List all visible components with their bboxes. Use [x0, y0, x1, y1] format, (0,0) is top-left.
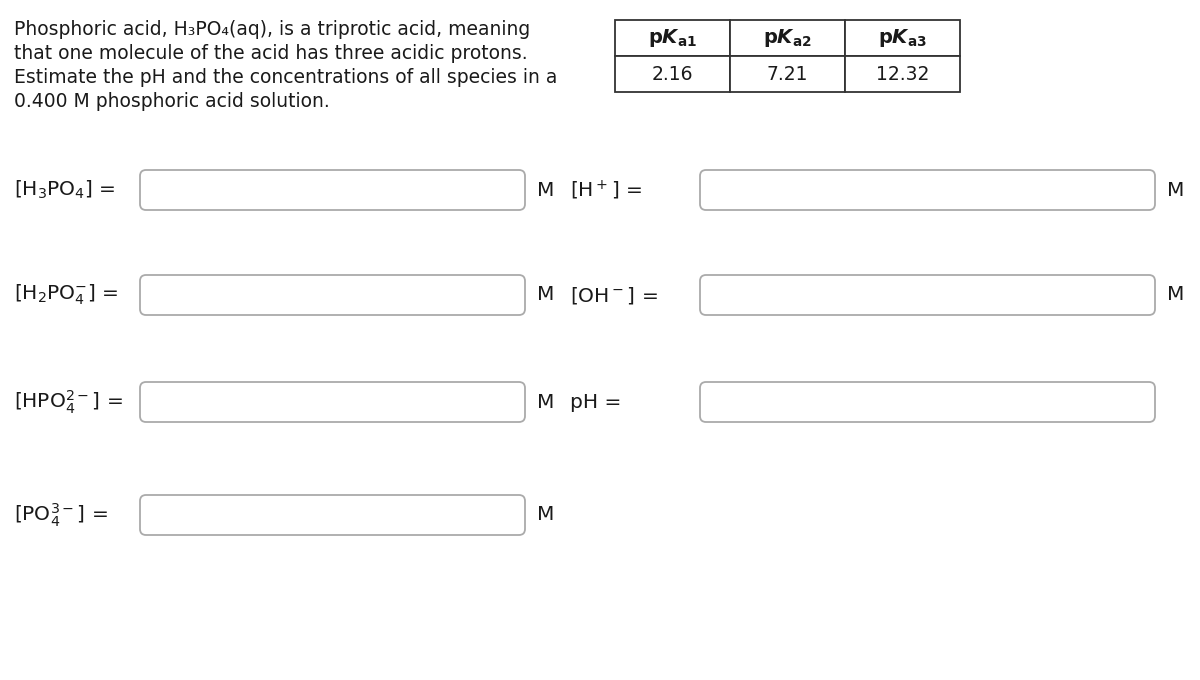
Text: $[\mathrm{OH^-}]$ =: $[\mathrm{OH^-}]$ =: [570, 284, 658, 305]
FancyBboxPatch shape: [140, 275, 526, 315]
FancyBboxPatch shape: [700, 275, 1154, 315]
FancyBboxPatch shape: [700, 170, 1154, 210]
Text: 2.16: 2.16: [652, 65, 694, 84]
Text: M: M: [1166, 180, 1184, 199]
Text: M: M: [538, 505, 554, 524]
Text: Estimate the pH and the concentrations of all species in a: Estimate the pH and the concentrations o…: [14, 68, 557, 87]
Text: M: M: [538, 392, 554, 411]
FancyBboxPatch shape: [140, 382, 526, 422]
FancyBboxPatch shape: [140, 170, 526, 210]
Text: p$\bfit{K}$$_{\bf{a1}}$: p$\bfit{K}$$_{\bf{a1}}$: [648, 27, 697, 49]
FancyBboxPatch shape: [700, 382, 1154, 422]
Text: Phosphoric acid, H₃PO₄(aq), is a triprotic acid, meaning: Phosphoric acid, H₃PO₄(aq), is a triprot…: [14, 20, 530, 39]
Text: that one molecule of the acid has three acidic protons.: that one molecule of the acid has three …: [14, 44, 528, 63]
Text: M: M: [1166, 286, 1184, 305]
Text: M: M: [538, 286, 554, 305]
Bar: [730, 56, 845, 92]
Text: 0.400 M phosphoric acid solution.: 0.400 M phosphoric acid solution.: [14, 92, 330, 111]
Bar: [845, 56, 960, 92]
Text: 12.32: 12.32: [876, 65, 929, 84]
Text: $[\mathrm{H_3PO_4}]$ =: $[\mathrm{H_3PO_4}]$ =: [14, 179, 115, 201]
Bar: [730, 20, 845, 56]
Bar: [616, 56, 730, 92]
Text: M: M: [538, 180, 554, 199]
Text: $[\mathrm{H^+}]$ =: $[\mathrm{H^+}]$ =: [570, 178, 642, 202]
Bar: [616, 20, 730, 56]
Bar: [845, 20, 960, 56]
Text: $[\mathrm{H_2PO_4^{-}}]$ =: $[\mathrm{H_2PO_4^{-}}]$ =: [14, 283, 119, 307]
Text: pH =: pH =: [570, 392, 622, 411]
Text: $[\mathrm{PO_4^{3-}}]$ =: $[\mathrm{PO_4^{3-}}]$ =: [14, 501, 108, 529]
FancyBboxPatch shape: [140, 495, 526, 535]
Text: $[\mathrm{HPO_4^{2-}}]$ =: $[\mathrm{HPO_4^{2-}}]$ =: [14, 388, 122, 415]
Text: 7.21: 7.21: [767, 65, 809, 84]
Text: p$\bfit{K}$$_{\bf{a2}}$: p$\bfit{K}$$_{\bf{a2}}$: [763, 27, 812, 49]
Text: p$\bfit{K}$$_{\bf{a3}}$: p$\bfit{K}$$_{\bf{a3}}$: [878, 27, 926, 49]
